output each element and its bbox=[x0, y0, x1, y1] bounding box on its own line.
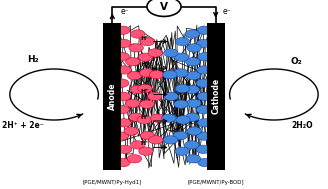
Circle shape bbox=[115, 53, 130, 61]
Circle shape bbox=[150, 114, 165, 122]
Circle shape bbox=[173, 131, 188, 140]
Text: e⁻: e⁻ bbox=[222, 7, 231, 16]
Circle shape bbox=[138, 53, 153, 61]
Circle shape bbox=[186, 71, 201, 80]
FancyBboxPatch shape bbox=[207, 23, 225, 170]
Circle shape bbox=[197, 132, 211, 140]
Circle shape bbox=[162, 114, 176, 122]
Circle shape bbox=[164, 49, 178, 57]
Text: O₂: O₂ bbox=[291, 57, 303, 66]
Circle shape bbox=[197, 119, 212, 127]
Text: e⁻: e⁻ bbox=[121, 7, 129, 16]
Circle shape bbox=[185, 113, 200, 121]
Circle shape bbox=[137, 116, 152, 124]
Circle shape bbox=[124, 127, 138, 135]
Text: H₂: H₂ bbox=[27, 55, 39, 64]
Circle shape bbox=[126, 99, 140, 108]
Circle shape bbox=[187, 99, 201, 108]
Text: H⁺: H⁺ bbox=[141, 36, 149, 41]
Circle shape bbox=[163, 136, 178, 144]
Circle shape bbox=[196, 79, 211, 87]
Circle shape bbox=[174, 69, 188, 77]
Circle shape bbox=[148, 49, 162, 57]
Text: Cathode: Cathode bbox=[211, 78, 220, 115]
Circle shape bbox=[116, 158, 130, 167]
Text: H⁺: H⁺ bbox=[141, 142, 149, 146]
Circle shape bbox=[129, 113, 143, 121]
Circle shape bbox=[117, 145, 132, 153]
Circle shape bbox=[114, 79, 129, 87]
Circle shape bbox=[117, 66, 132, 74]
Circle shape bbox=[174, 53, 189, 61]
Text: H⁺: H⁺ bbox=[141, 115, 149, 120]
Circle shape bbox=[116, 92, 131, 101]
Text: H⁺: H⁺ bbox=[141, 89, 149, 94]
Circle shape bbox=[117, 119, 131, 127]
Circle shape bbox=[197, 66, 211, 74]
Circle shape bbox=[185, 141, 199, 149]
Circle shape bbox=[127, 71, 142, 80]
Circle shape bbox=[176, 116, 190, 124]
Circle shape bbox=[129, 44, 143, 52]
Circle shape bbox=[149, 136, 163, 144]
Circle shape bbox=[175, 84, 190, 93]
Circle shape bbox=[149, 70, 164, 79]
Text: [PGE/MWNT/Py-BOD]: [PGE/MWNT/Py-BOD] bbox=[187, 180, 244, 184]
Circle shape bbox=[175, 37, 190, 46]
Circle shape bbox=[114, 132, 129, 140]
Circle shape bbox=[126, 58, 140, 66]
Circle shape bbox=[138, 84, 152, 93]
Text: [PGE/MWNT/Py-Hyd1]: [PGE/MWNT/Py-Hyd1] bbox=[83, 180, 142, 184]
Circle shape bbox=[116, 39, 131, 48]
Circle shape bbox=[164, 92, 178, 101]
Circle shape bbox=[196, 145, 211, 153]
Circle shape bbox=[196, 39, 211, 48]
Circle shape bbox=[197, 92, 212, 101]
Text: H⁺: H⁺ bbox=[141, 62, 149, 67]
Circle shape bbox=[148, 92, 162, 101]
Circle shape bbox=[197, 26, 212, 34]
Circle shape bbox=[186, 58, 200, 66]
Circle shape bbox=[131, 141, 145, 149]
FancyBboxPatch shape bbox=[103, 23, 121, 170]
Text: 2H₂O: 2H₂O bbox=[291, 121, 313, 130]
Circle shape bbox=[187, 127, 201, 135]
Text: 2H⁺ + 2e⁻: 2H⁺ + 2e⁻ bbox=[2, 121, 44, 130]
Circle shape bbox=[140, 131, 155, 140]
Circle shape bbox=[139, 69, 154, 77]
Text: V: V bbox=[160, 2, 168, 12]
Circle shape bbox=[186, 155, 201, 163]
Circle shape bbox=[115, 26, 130, 34]
Circle shape bbox=[187, 44, 201, 52]
Circle shape bbox=[175, 147, 189, 155]
Circle shape bbox=[140, 100, 154, 108]
Circle shape bbox=[198, 158, 212, 167]
Circle shape bbox=[115, 105, 129, 114]
Circle shape bbox=[139, 147, 153, 155]
Circle shape bbox=[163, 70, 177, 79]
Circle shape bbox=[185, 30, 199, 38]
Circle shape bbox=[140, 37, 154, 46]
Circle shape bbox=[174, 100, 188, 108]
Circle shape bbox=[196, 105, 211, 114]
Circle shape bbox=[198, 53, 212, 61]
Circle shape bbox=[127, 155, 142, 163]
Text: Anode: Anode bbox=[108, 83, 117, 110]
Circle shape bbox=[185, 85, 199, 94]
Circle shape bbox=[131, 30, 145, 38]
Circle shape bbox=[147, 0, 181, 16]
Circle shape bbox=[131, 85, 145, 94]
